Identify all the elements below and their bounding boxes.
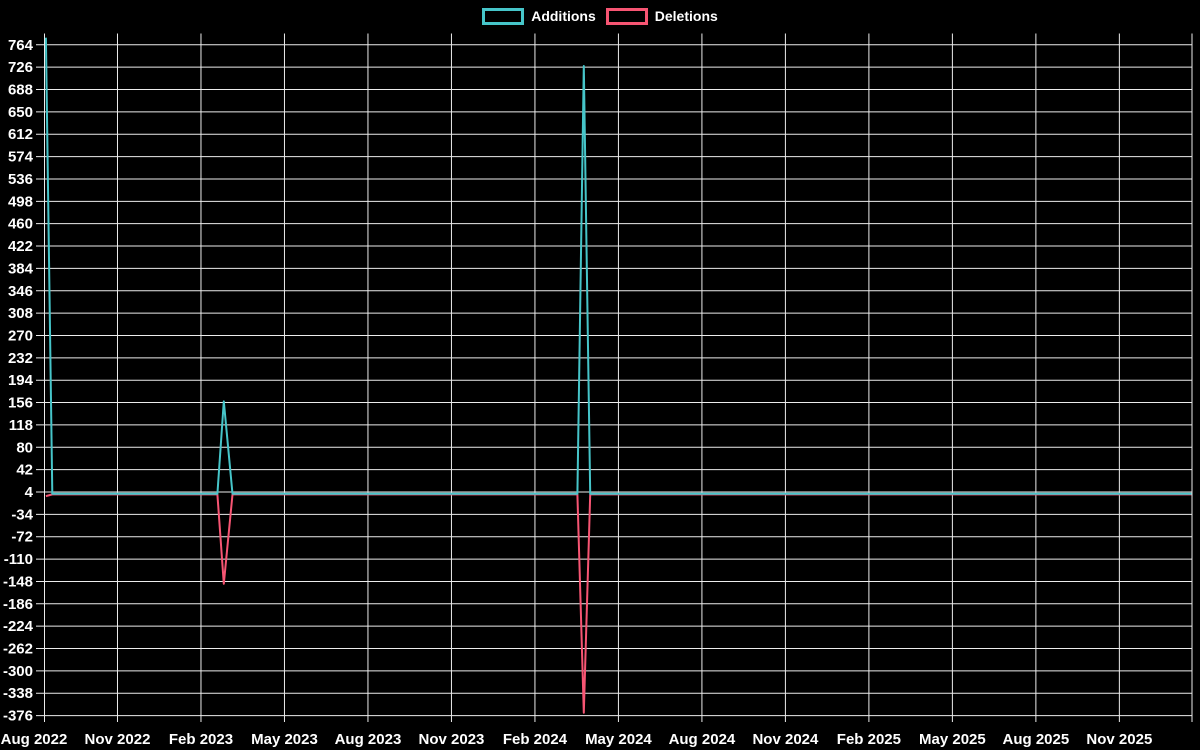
x-axis-tick-labels: Aug 2022 Nov 2022 Feb 2023 May 2023 Aug 2023… [1,731,1153,748]
additions-swatch-icon [482,8,525,25]
x-tick-label: Nov 2025 [1086,731,1152,748]
x-tick-label: Feb 2023 [169,731,233,748]
y-tick-label: -376 [3,708,33,725]
y-tick-label: -338 [3,685,33,702]
y-axis-tick-labels: 764 726 688 650 612 574 536 498 460 422 384 346 308 2… [3,37,34,725]
x-tick-label: May 2023 [251,731,318,748]
y-tick-label: 574 [8,149,34,166]
y-tick-label: -300 [3,663,33,680]
y-tick-label: -148 [3,573,33,590]
y-tick-label: 346 [8,283,33,300]
x-tick-label: Aug 2023 [335,731,402,748]
y-tick-label: 4 [25,484,34,501]
data-series-lines [44,37,1192,714]
y-tick-label: 156 [8,395,33,412]
x-tick-label: May 2025 [919,731,986,748]
legend-item-additions[interactable]: Additions [482,8,596,25]
x-tick-label: Nov 2023 [419,731,485,748]
y-tick-label: -186 [3,596,33,613]
y-tick-label: 726 [8,59,33,76]
x-tick-label: Nov 2022 [85,731,151,748]
y-tick-label: 612 [8,126,33,143]
x-tick-label: May 2024 [585,731,652,748]
y-tick-label: 232 [8,350,33,367]
legend-item-deletions[interactable]: Deletions [605,8,718,25]
y-tick-label: 80 [16,439,33,456]
y-tick-label: 650 [8,104,33,121]
y-tick-label: 384 [8,260,34,277]
y-tick-label: 764 [8,37,34,54]
y-tick-label: 118 [9,417,33,434]
y-tick-label: 688 [8,82,33,99]
y-tick-label: 270 [8,327,33,344]
y-tick-label: 42 [16,462,33,479]
additions-line [44,37,1192,495]
x-tick-label: Feb 2025 [837,731,901,748]
y-tick-label: 422 [8,238,33,255]
legend-label-deletions: Deletions [654,8,718,24]
x-tick-label: Aug 2022 [1,731,68,748]
x-tick-label: Aug 2025 [1003,731,1070,748]
x-tick-label: Nov 2024 [752,731,819,748]
x-tick-label: Feb 2024 [503,731,568,748]
y-tick-label: -110 [4,551,33,568]
y-tick-label: 460 [8,216,33,233]
vertical-gridlines [44,33,1193,722]
y-tick-label: -72 [11,529,33,546]
y-tick-label: 194 [8,372,34,389]
x-tick-label: Aug 2024 [669,731,736,748]
y-tick-label: 536 [8,171,33,188]
horizontal-gridlines [36,44,1192,717]
y-tick-label: 308 [8,305,33,322]
legend-label-additions: Additions [531,8,596,24]
deletions-swatch-icon [605,8,648,25]
chart-legend: Additions Deletions [0,8,1200,25]
y-tick-label: 498 [8,193,33,210]
y-tick-label: -224 [3,618,34,635]
y-tick-label: -34 [11,506,33,523]
y-tick-label: -262 [3,641,33,658]
